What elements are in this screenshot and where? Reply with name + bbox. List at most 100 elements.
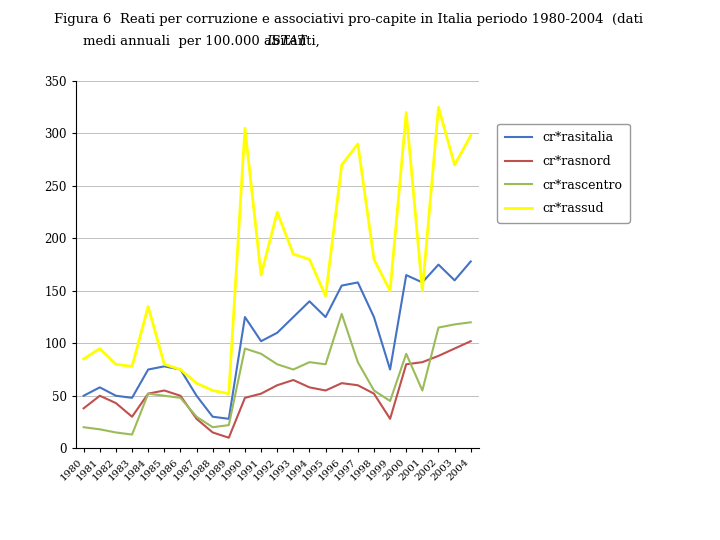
cr*rasnord — [386, 416, 395, 422]
cr*rassud — [369, 256, 378, 262]
cr*rasitalia — [338, 282, 346, 289]
cr*rasitalia — [112, 393, 120, 399]
cr*rascentro — [208, 424, 217, 430]
cr*rasitalia — [434, 261, 443, 268]
cr*rasnord — [257, 390, 266, 397]
Line: cr*rascentro: cr*rascentro — [84, 314, 471, 435]
cr*rasnord — [354, 382, 362, 388]
cr*rassud — [257, 272, 266, 278]
cr*rasitalia — [79, 393, 88, 399]
cr*rassud — [305, 256, 314, 262]
cr*rassud — [386, 288, 395, 294]
cr*rascentro — [225, 422, 233, 428]
cr*rasitalia — [176, 366, 185, 373]
cr*rassud — [240, 125, 249, 131]
Text: ): ) — [300, 35, 305, 48]
cr*rasnord — [176, 393, 185, 399]
cr*rasnord — [127, 414, 136, 420]
cr*rasitalia — [208, 414, 217, 420]
cr*rasitalia — [450, 277, 459, 284]
cr*rasnord — [321, 387, 330, 394]
cr*rascentro — [127, 431, 136, 438]
cr*rascentro — [257, 350, 266, 357]
cr*rascentro — [112, 429, 120, 436]
Text: ISTAT: ISTAT — [266, 35, 307, 48]
cr*rascentro — [369, 387, 378, 394]
cr*rassud — [208, 387, 217, 394]
cr*rassud — [321, 293, 330, 299]
cr*rasitalia — [369, 314, 378, 320]
cr*rassud — [402, 109, 410, 116]
cr*rascentro — [402, 350, 410, 357]
cr*rasitalia — [144, 366, 153, 373]
cr*rasitalia — [418, 279, 427, 286]
cr*rasitalia — [402, 272, 410, 278]
cr*rasitalia — [240, 314, 249, 320]
Line: cr*rasnord: cr*rasnord — [84, 341, 471, 438]
cr*rascentro — [176, 395, 185, 401]
cr*rasnord — [273, 382, 282, 388]
cr*rasitalia — [127, 395, 136, 401]
cr*rassud — [225, 390, 233, 397]
cr*rascentro — [386, 398, 395, 404]
cr*rasitalia — [305, 298, 314, 305]
cr*rascentro — [240, 345, 249, 352]
cr*rasitalia — [321, 314, 330, 320]
cr*rassud — [79, 356, 88, 362]
cr*rasitalia — [289, 314, 297, 320]
cr*rasnord — [467, 338, 475, 345]
cr*rasnord — [434, 353, 443, 359]
cr*rassud — [127, 363, 136, 369]
cr*rassud — [273, 209, 282, 215]
cr*rascentro — [338, 310, 346, 317]
cr*rasitalia — [273, 329, 282, 336]
cr*rassud — [192, 380, 201, 387]
cr*rassud — [450, 161, 459, 168]
cr*rasnord — [418, 359, 427, 366]
cr*rassud — [160, 361, 168, 368]
cr*rassud — [144, 303, 153, 310]
cr*rasitalia — [192, 393, 201, 399]
cr*rasnord — [289, 377, 297, 383]
cr*rascentro — [79, 424, 88, 430]
cr*rassud — [434, 104, 443, 111]
cr*rasnord — [112, 400, 120, 406]
Line: cr*rasitalia: cr*rasitalia — [84, 261, 471, 419]
cr*rasnord — [160, 387, 168, 394]
cr*rascentro — [450, 321, 459, 328]
cr*rasnord — [144, 390, 153, 397]
cr*rasnord — [402, 361, 410, 368]
cr*rascentro — [192, 414, 201, 420]
cr*rasnord — [369, 390, 378, 397]
cr*rasnord — [338, 380, 346, 387]
cr*rasitalia — [354, 279, 362, 286]
cr*rascentro — [144, 390, 153, 397]
cr*rasnord — [450, 345, 459, 352]
Line: cr*rassud: cr*rassud — [84, 107, 471, 394]
cr*rascentro — [321, 361, 330, 368]
cr*rasnord — [96, 393, 104, 399]
cr*rascentro — [273, 361, 282, 368]
cr*rasnord — [305, 384, 314, 390]
cr*rascentro — [354, 359, 362, 366]
cr*rasitalia — [160, 363, 168, 369]
cr*rasnord — [79, 405, 88, 411]
cr*rascentro — [467, 319, 475, 326]
cr*rasnord — [240, 395, 249, 401]
cr*rasnord — [192, 416, 201, 422]
Text: medi annuali  per 100.000 abitanti,: medi annuali per 100.000 abitanti, — [83, 35, 324, 48]
cr*rasitalia — [96, 384, 104, 390]
cr*rassud — [338, 161, 346, 168]
Legend: cr*rasitalia, cr*rasnord, cr*rascentro, cr*rassud: cr*rasitalia, cr*rasnord, cr*rascentro, … — [497, 124, 630, 223]
cr*rasitalia — [225, 416, 233, 422]
cr*rassud — [176, 366, 185, 373]
cr*rascentro — [96, 426, 104, 433]
cr*rasitalia — [386, 366, 395, 373]
cr*rascentro — [418, 387, 427, 394]
cr*rascentro — [434, 325, 443, 331]
cr*rasnord — [225, 435, 233, 441]
cr*rassud — [354, 141, 362, 147]
cr*rassud — [112, 361, 120, 368]
cr*rascentro — [289, 366, 297, 373]
cr*rassud — [418, 288, 427, 294]
